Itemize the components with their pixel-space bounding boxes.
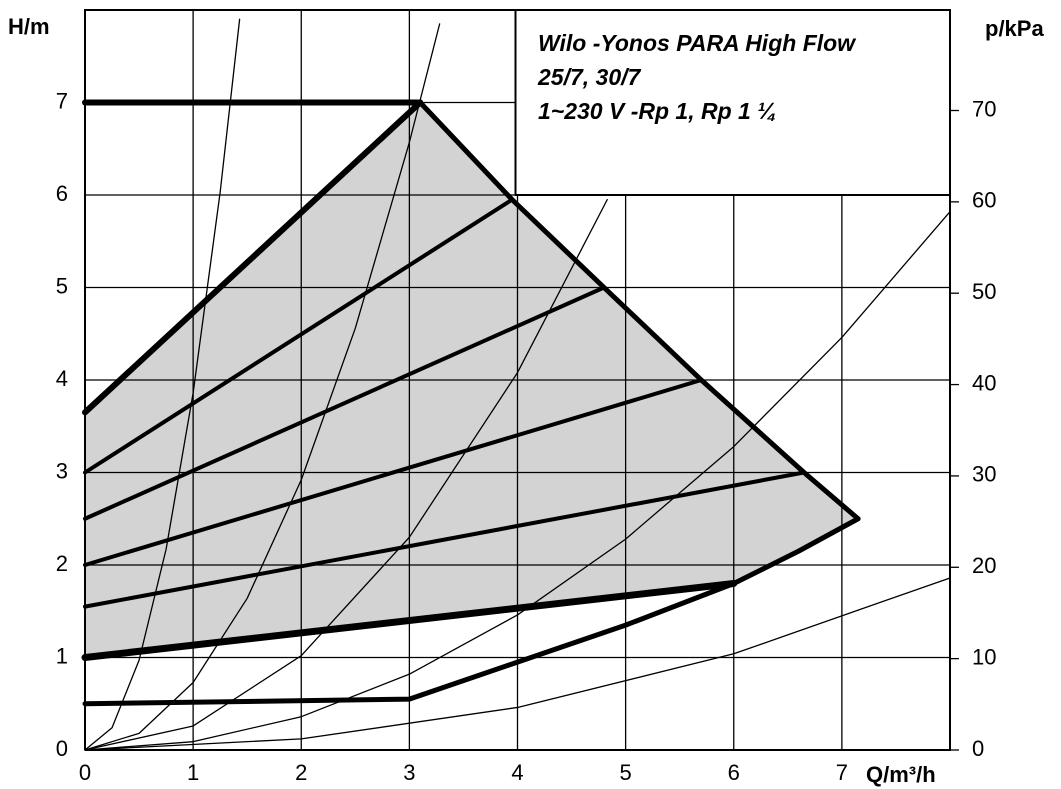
x-tick-label: 7	[836, 760, 848, 785]
curve	[83, 285, 606, 521]
chart-title: Wilo -Yonos PARA High Flow	[538, 30, 857, 56]
curve	[417, 100, 861, 522]
curve	[83, 378, 704, 567]
y-tick-label: 1	[56, 643, 68, 668]
y-tick-label: 7	[56, 88, 68, 113]
y-tick-label: 4	[56, 366, 68, 391]
y2-tick-label: 60	[972, 188, 996, 213]
x-tick-label: 5	[620, 760, 632, 785]
y2-tick-label: 50	[972, 279, 996, 304]
y-tick-label: 6	[56, 181, 68, 206]
curve	[84, 18, 241, 751]
x-axis-label: Q/m³/h	[866, 762, 936, 787]
x-tick-label: 1	[187, 760, 199, 785]
y2-tick-label: 30	[972, 462, 996, 487]
curve	[84, 577, 951, 751]
curve	[83, 470, 807, 609]
x-tick-label: 3	[403, 760, 415, 785]
y2-tick-label: 10	[972, 644, 996, 669]
y2-tick-label: 0	[972, 736, 984, 761]
y2-axis-label: p/kPa	[985, 16, 1044, 41]
curve	[81, 580, 738, 661]
x-tick-label: 2	[295, 760, 307, 785]
curve	[84, 198, 608, 751]
y2-tick-label: 20	[972, 553, 996, 578]
curve	[84, 23, 441, 751]
y-tick-label: 3	[56, 458, 68, 483]
y-tick-label: 2	[56, 551, 68, 576]
chart-title: 1~230 V -Rp 1, Rp 1 ¼	[538, 98, 776, 124]
y-tick-label: 5	[56, 273, 68, 298]
y-axis-label: H/m	[8, 14, 50, 39]
y2-tick-label: 70	[972, 96, 996, 121]
x-tick-label: 6	[728, 760, 740, 785]
curve	[82, 516, 861, 707]
y2-tick-label: 40	[972, 370, 996, 395]
x-tick-label: 0	[79, 760, 91, 785]
title-box	[514, 9, 951, 196]
curve	[83, 197, 515, 475]
x-tick-label: 4	[511, 760, 523, 785]
curve	[84, 211, 951, 751]
y-tick-label: 0	[56, 736, 68, 761]
chart-title: 25/7, 30/7	[537, 64, 642, 90]
curve	[82, 99, 424, 416]
